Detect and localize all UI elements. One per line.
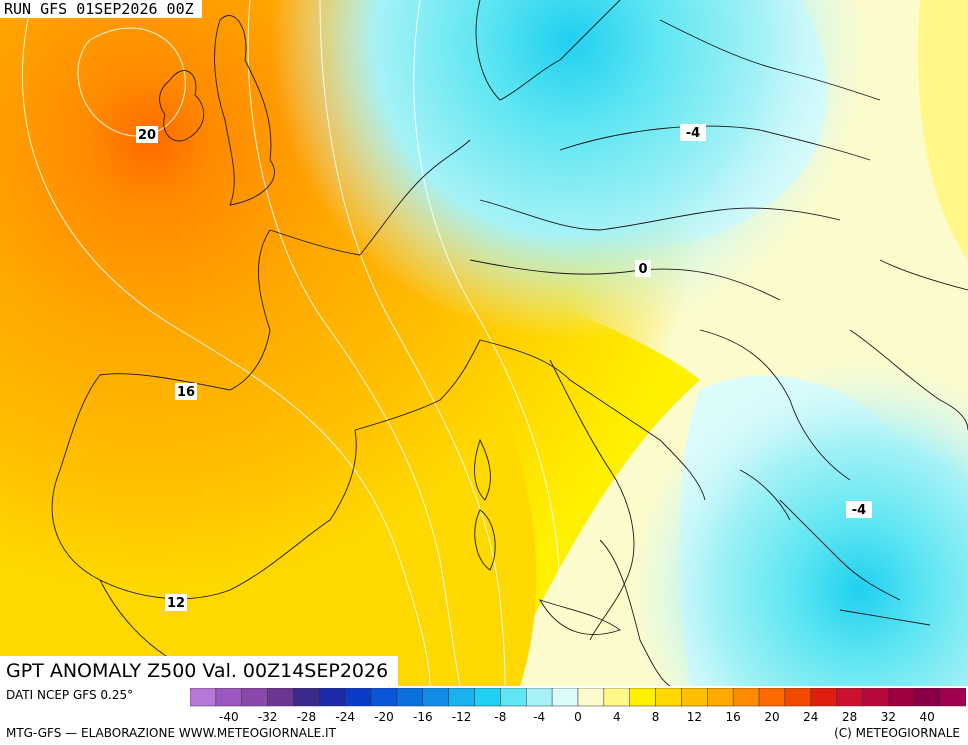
colorbar-tick-label: 20 xyxy=(764,710,779,724)
colorbar-tick-label: -24 xyxy=(335,710,355,724)
colorbar-swatch xyxy=(888,688,915,707)
colorbar-tick-label: 16 xyxy=(726,710,741,724)
contour-label-20: 20 xyxy=(138,128,156,143)
colorbar-tick-label: -4 xyxy=(533,710,545,724)
colorbar-swatch xyxy=(655,688,682,707)
colorbar-swatch xyxy=(758,688,786,707)
colorbar-swatch xyxy=(293,688,320,707)
colorbar-swatch xyxy=(914,688,941,707)
colorbar-swatch xyxy=(810,688,837,707)
colorbar-tick-label: 0 xyxy=(574,710,582,724)
anomaly-map: 20 16 12 -4 0 -4 xyxy=(0,0,968,686)
colorbar-swatch xyxy=(681,688,708,707)
colorbar-swatch xyxy=(370,688,398,707)
map-title: GPT ANOMALY Z500 Val. 00Z14SEP2026 xyxy=(0,656,399,686)
colorbar-swatch xyxy=(603,688,630,707)
colorbar: -40 -32 -28 -24 -20 -16 -12 -8 -4 0 4 8 12 16 20 24 28 32… xyxy=(190,688,966,724)
colorbar-tick-label: 8 xyxy=(652,710,660,724)
colorbar-swatch xyxy=(707,688,734,707)
contour-label-minus4-south: -4 xyxy=(852,503,866,518)
colorbar-swatch xyxy=(422,688,449,707)
run-label: RUN GFS 01SEP2026 00Z xyxy=(0,0,202,18)
colorbar-tick-label: -40 xyxy=(219,710,239,724)
contour-label-12: 12 xyxy=(167,596,185,611)
colorbar-swatch xyxy=(500,688,527,707)
colorbar-tick-label: 40 xyxy=(920,710,935,724)
colorbar-swatch xyxy=(732,688,760,707)
contour-label-16: 16 xyxy=(177,385,195,400)
colorbar-tick-label: 12 xyxy=(687,710,702,724)
colorbar-swatch xyxy=(784,688,812,707)
colorbar-swatch xyxy=(215,688,242,707)
contour-label-0: 0 xyxy=(638,262,647,277)
colorbar-swatch xyxy=(190,688,217,707)
colorbar-swatch xyxy=(319,688,346,707)
data-source-label: DATI NCEP GFS 0.25° xyxy=(6,688,134,702)
colorbar-tick-label: -20 xyxy=(374,710,394,724)
colorbar-swatch xyxy=(629,688,656,707)
copyright-label: (C) METEOGIORNALE xyxy=(834,726,960,740)
colorbar-tick-label: 24 xyxy=(803,710,818,724)
colorbar-tick-label: -12 xyxy=(452,710,472,724)
colorbar-swatch xyxy=(526,688,553,707)
colorbar-swatch xyxy=(267,688,294,707)
colorbar-swatch xyxy=(939,688,966,707)
colorbar-tick-label: -8 xyxy=(494,710,506,724)
colorbar-swatch xyxy=(551,688,579,707)
colorbar-swatch xyxy=(344,688,372,707)
colorbar-swatch xyxy=(448,688,475,707)
colorbar-tick-label: 4 xyxy=(613,710,621,724)
colorbar-swatch xyxy=(577,688,605,707)
colorbar-swatch xyxy=(241,688,268,707)
colorbar-swatch xyxy=(862,688,889,707)
colorbar-swatch xyxy=(396,688,424,707)
credits-label: MTG-GFS — ELABORAZIONE WWW.METEOGIORNALE… xyxy=(6,726,336,740)
colorbar-swatch xyxy=(836,688,863,707)
colorbar-swatch xyxy=(474,688,501,707)
colorbar-tick-label: 32 xyxy=(881,710,896,724)
colorbar-tick-label: -32 xyxy=(258,710,278,724)
colorbar-tick-label: -28 xyxy=(297,710,317,724)
colorbar-tick-label: -16 xyxy=(413,710,433,724)
colorbar-tick-label: 28 xyxy=(842,710,857,724)
footer-panel: DATI NCEP GFS 0.25° -40 -32 -28 -24 -20 -16 -1… xyxy=(0,686,968,745)
contour-label-minus4-north: -4 xyxy=(686,126,700,141)
